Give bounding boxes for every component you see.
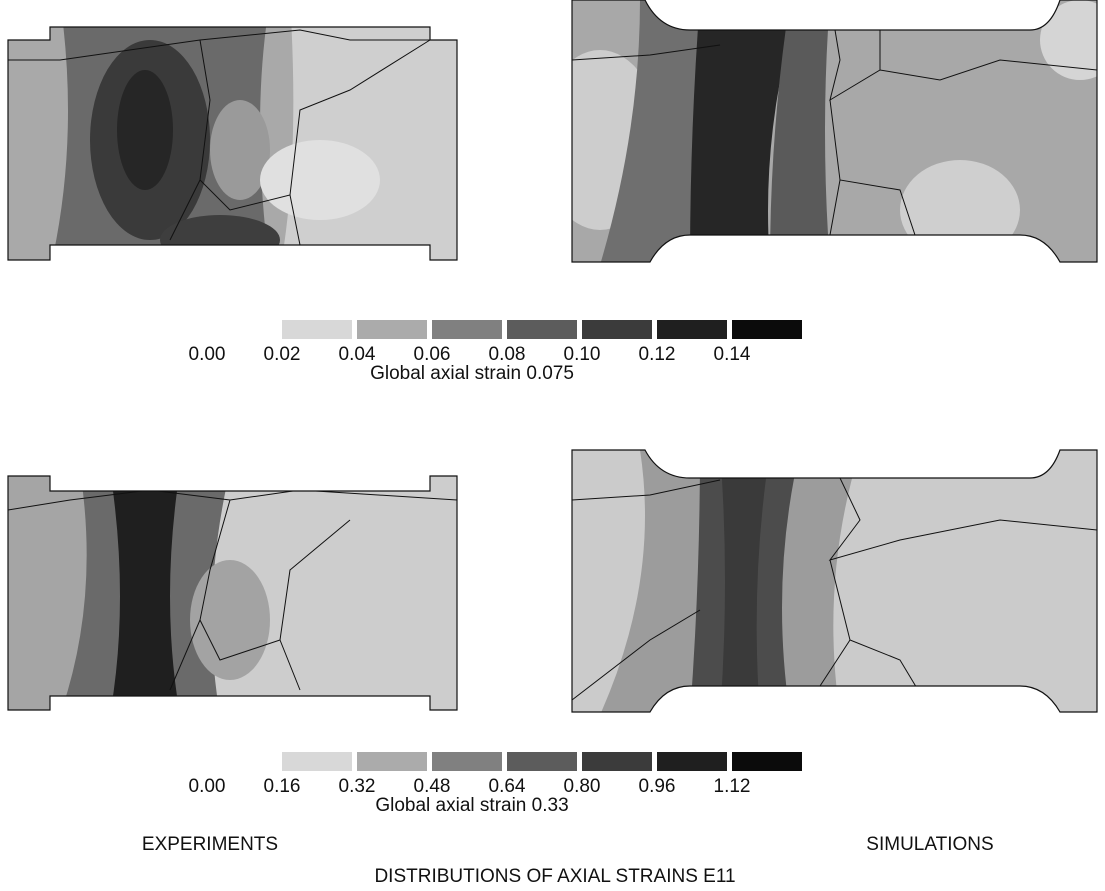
legend-tick-label: 0.14 bbox=[714, 344, 751, 365]
legend-swatch bbox=[507, 320, 577, 339]
legend-tick-label: 0.48 bbox=[414, 776, 451, 797]
specimen-outline bbox=[7, 26, 458, 261]
legend-caption: Global axial strain 0.075 bbox=[370, 363, 574, 384]
legend-tick-label: 0.12 bbox=[639, 344, 676, 365]
legend-tick-label: 0.64 bbox=[489, 776, 526, 797]
experiment-map-2 bbox=[8, 476, 457, 710]
legend-tick-label: 0.02 bbox=[264, 344, 301, 365]
left-label: EXPERIMENTS bbox=[142, 834, 278, 855]
simulation-map-1 bbox=[572, 0, 1097, 262]
experiment-map-1 bbox=[8, 27, 457, 260]
legend-swatch bbox=[507, 752, 577, 771]
legend-swatch bbox=[282, 320, 352, 339]
simulation-map-2 bbox=[572, 450, 1097, 712]
legend-swatch bbox=[582, 752, 652, 771]
legend-tick-label: 0.00 bbox=[189, 344, 226, 365]
legend-swatch bbox=[432, 752, 502, 771]
specimen-outline bbox=[7, 475, 458, 711]
legend-swatch bbox=[432, 320, 502, 339]
legend-tick-label: 0.06 bbox=[414, 344, 451, 365]
legend-swatch bbox=[657, 320, 727, 339]
legend-swatch bbox=[657, 752, 727, 771]
legend-swatch bbox=[582, 320, 652, 339]
legend-swatch bbox=[357, 320, 427, 339]
legend-tick-label: 0.96 bbox=[639, 776, 676, 797]
legend-tick-label: 0.00 bbox=[189, 776, 226, 797]
right-label: SIMULATIONS bbox=[866, 834, 993, 855]
legend-tick-label: 0.08 bbox=[489, 344, 526, 365]
figure-title: DISTRIBUTIONS OF AXIAL STRAINS E11 bbox=[374, 866, 735, 887]
legend-swatch bbox=[732, 752, 802, 771]
legend-swatch bbox=[732, 320, 802, 339]
legend-swatch bbox=[357, 752, 427, 771]
legend-tick-label: 0.80 bbox=[564, 776, 601, 797]
legend-swatch bbox=[282, 752, 352, 771]
legend-tick-label: 0.04 bbox=[339, 344, 376, 365]
legend-caption: Global axial strain 0.33 bbox=[375, 795, 568, 816]
specimen-outline bbox=[571, 449, 1098, 713]
legend-tick-label: 0.32 bbox=[339, 776, 376, 797]
legend-tick-label: 0.10 bbox=[564, 344, 601, 365]
legend-tick-label: 1.12 bbox=[714, 776, 751, 797]
legend-tick-label: 0.16 bbox=[264, 776, 301, 797]
specimen-outline bbox=[571, 0, 1098, 263]
